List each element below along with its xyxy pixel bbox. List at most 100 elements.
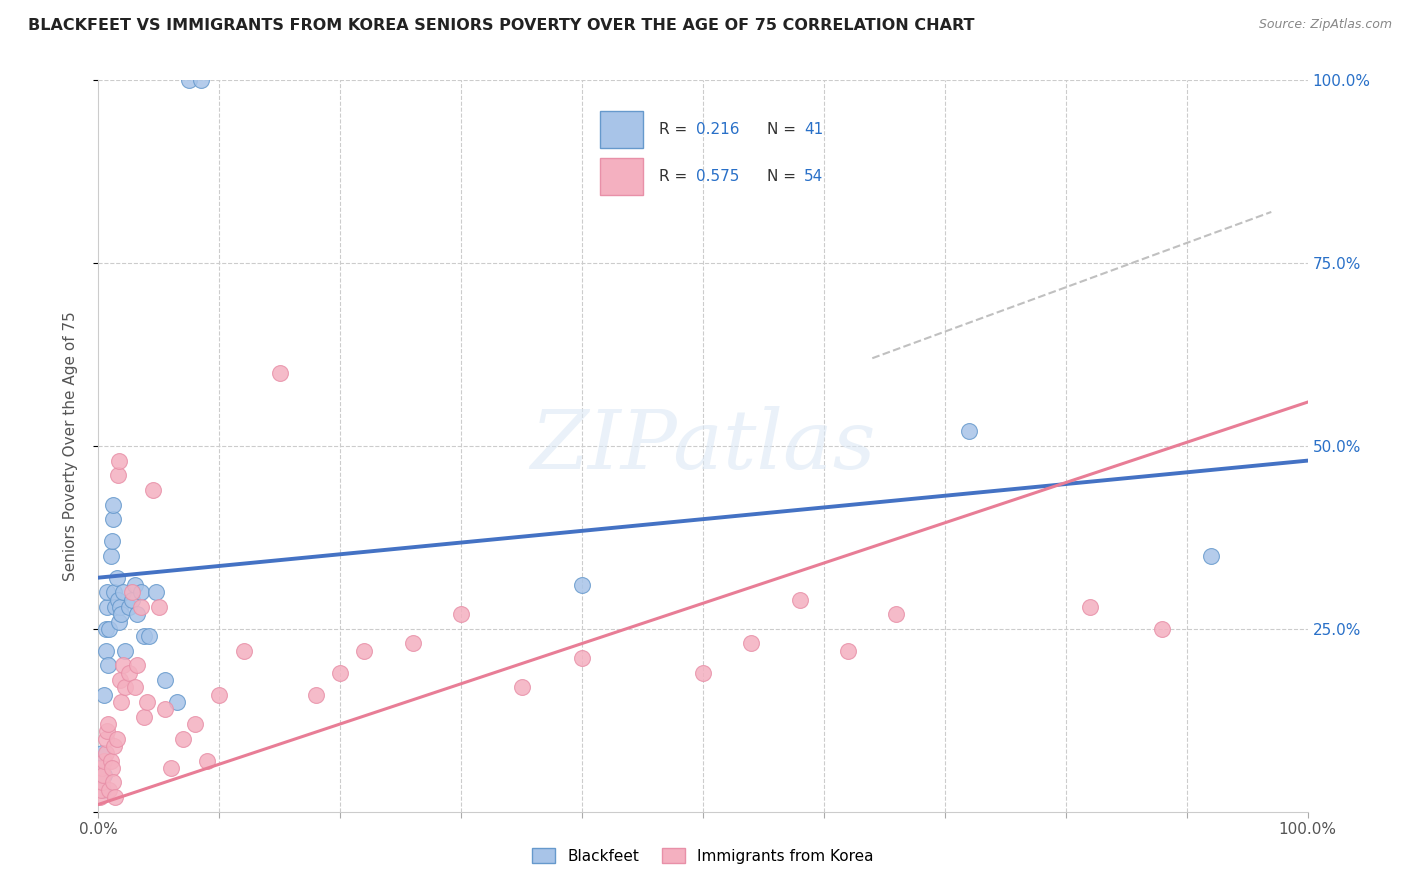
Text: 41: 41	[804, 121, 823, 136]
Point	[179, 73, 201, 87]
Point	[94, 644, 117, 658]
Point	[121, 592, 143, 607]
Point	[93, 754, 115, 768]
Point	[94, 731, 117, 746]
Point	[90, 782, 112, 797]
Point	[103, 585, 125, 599]
Point	[269, 366, 291, 380]
Text: 54: 54	[804, 169, 823, 184]
Point	[118, 599, 141, 614]
Point	[329, 665, 352, 680]
Point	[97, 658, 120, 673]
Point	[789, 592, 811, 607]
Text: BLACKFEET VS IMMIGRANTS FROM KOREA SENIORS POVERTY OVER THE AGE OF 75 CORRELATIO: BLACKFEET VS IMMIGRANTS FROM KOREA SENIO…	[28, 18, 974, 33]
Text: 0.216: 0.216	[696, 121, 740, 136]
Point	[94, 622, 117, 636]
Point	[886, 607, 908, 622]
FancyBboxPatch shape	[600, 111, 643, 148]
Point	[172, 731, 194, 746]
Point	[100, 549, 122, 563]
Point	[98, 782, 121, 797]
Point	[134, 709, 156, 723]
Text: ZIPatlas: ZIPatlas	[530, 406, 876, 486]
Point	[571, 578, 593, 592]
Point	[232, 644, 254, 658]
Point	[114, 644, 136, 658]
Point	[127, 658, 149, 673]
Text: 0.575: 0.575	[696, 169, 740, 184]
Point	[100, 754, 122, 768]
Point	[101, 512, 124, 526]
Point	[98, 622, 121, 636]
Point	[121, 585, 143, 599]
Y-axis label: Seniors Poverty Over the Age of 75: Seniors Poverty Over the Age of 75	[63, 311, 77, 581]
Point	[108, 599, 131, 614]
Point	[104, 790, 127, 805]
Point	[129, 599, 152, 614]
Point	[740, 636, 762, 650]
Point	[94, 746, 117, 760]
Point	[101, 775, 124, 789]
Point	[510, 681, 533, 695]
Point	[100, 761, 122, 775]
Point	[145, 585, 167, 599]
Point	[89, 790, 111, 805]
Point	[97, 717, 120, 731]
Point	[91, 775, 114, 789]
Point	[135, 695, 157, 709]
Point	[1078, 599, 1101, 614]
Point	[148, 599, 170, 614]
Point	[837, 644, 859, 658]
Point	[91, 768, 114, 782]
Point	[111, 585, 134, 599]
Point	[105, 571, 128, 585]
Point	[118, 665, 141, 680]
Point	[110, 695, 132, 709]
Point	[93, 688, 115, 702]
Point	[571, 651, 593, 665]
Point	[96, 585, 118, 599]
Point	[134, 629, 156, 643]
Point	[104, 599, 127, 614]
Text: N =: N =	[766, 169, 800, 184]
Point	[91, 782, 114, 797]
Point	[129, 585, 152, 599]
Point	[100, 534, 122, 549]
Point	[160, 761, 183, 775]
Point	[142, 483, 165, 497]
Point	[692, 665, 714, 680]
Point	[208, 688, 231, 702]
FancyBboxPatch shape	[600, 158, 643, 194]
Point	[108, 453, 131, 467]
Point	[305, 688, 328, 702]
Point	[138, 629, 160, 643]
Point	[108, 615, 131, 629]
Point	[957, 425, 980, 439]
Point	[353, 644, 375, 658]
Point	[450, 607, 472, 622]
Point	[96, 724, 118, 739]
Point	[114, 681, 136, 695]
Point	[96, 599, 118, 614]
Point	[402, 636, 425, 650]
Point	[101, 498, 124, 512]
Point	[105, 731, 128, 746]
Text: N =: N =	[766, 121, 800, 136]
Point	[1152, 622, 1174, 636]
Text: R =: R =	[658, 169, 692, 184]
Point	[166, 695, 188, 709]
Point	[107, 468, 129, 483]
Point	[195, 754, 218, 768]
Point	[108, 673, 131, 687]
Point	[93, 768, 115, 782]
Point	[90, 775, 112, 789]
Point	[91, 761, 114, 775]
Text: Source: ZipAtlas.com: Source: ZipAtlas.com	[1258, 18, 1392, 31]
Point	[107, 592, 129, 607]
Point	[89, 768, 111, 782]
Point	[91, 746, 114, 760]
Point	[153, 702, 176, 716]
Point	[1199, 549, 1222, 563]
Point	[103, 739, 125, 753]
Legend: Blackfeet, Immigrants from Korea: Blackfeet, Immigrants from Korea	[526, 842, 880, 870]
